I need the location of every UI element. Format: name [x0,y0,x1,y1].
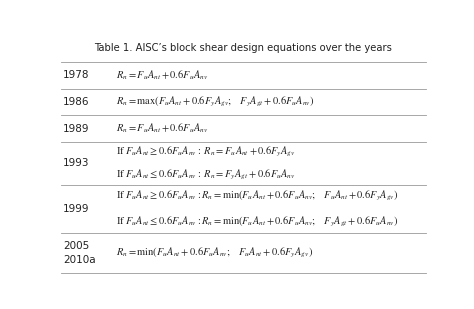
Text: $\mathrm{If}\ F_u A_{nt} \leq 0.6F_u A_{nv}: R_n = \mathrm{min}(F_u A_{nt} + 0.6: $\mathrm{If}\ F_u A_{nt} \leq 0.6F_u A_{… [116,214,399,229]
Text: $R_n = \mathrm{min}(F_u A_{nt} + 0.6F_u A_{nv};\ \ \ F_u A_{nt} + 0.6F_y A_{gv}): $R_n = \mathrm{min}(F_u A_{nt} + 0.6F_u … [116,246,313,260]
Text: 2005
2010a: 2005 2010a [63,241,96,265]
Text: 1978: 1978 [63,70,90,80]
Text: 1999: 1999 [63,204,90,214]
Text: 1993: 1993 [63,158,90,168]
Text: 1986: 1986 [63,97,90,107]
Text: $R_n = \mathrm{max}(F_u A_{nt} + 0.6F_y A_{gv};\ \ \ F_y A_{gt} + 0.6F_u A_{nv}): $R_n = \mathrm{max}(F_u A_{nt} + 0.6F_y … [116,95,315,109]
Text: $R_n = F_u A_{nt} + 0.6F_u A_{nv}$: $R_n = F_u A_{nt} + 0.6F_u A_{nv}$ [116,122,209,135]
Text: Table 1. AISC’s block shear design equations over the years: Table 1. AISC’s block shear design equat… [94,43,392,53]
Text: $\mathrm{If}\ F_u A_{nt} \leq 0.6F_u A_{nv} :\ R_n = F_y A_{gt} + 0.6F_u A_{nv}$: $\mathrm{If}\ F_u A_{nt} \leq 0.6F_u A_{… [116,168,296,182]
Text: 1989: 1989 [63,124,90,134]
Text: $\mathrm{If}\ F_u A_{nt} \geq 0.6F_u A_{nv} :\ R_n = F_u A_{nt} + 0.6F_y A_{gv}$: $\mathrm{If}\ F_u A_{nt} \geq 0.6F_u A_{… [116,145,296,159]
Text: $\mathrm{If}\ F_u A_{nt} \geq 0.6F_u A_{nv}: R_n = \mathrm{min}(F_u A_{nt} + 0.6: $\mathrm{If}\ F_u A_{nt} \geq 0.6F_u A_{… [116,189,399,203]
Text: $R_n = F_u A_{nt} + 0.6F_u A_{nv}$: $R_n = F_u A_{nt} + 0.6F_u A_{nv}$ [116,69,209,82]
